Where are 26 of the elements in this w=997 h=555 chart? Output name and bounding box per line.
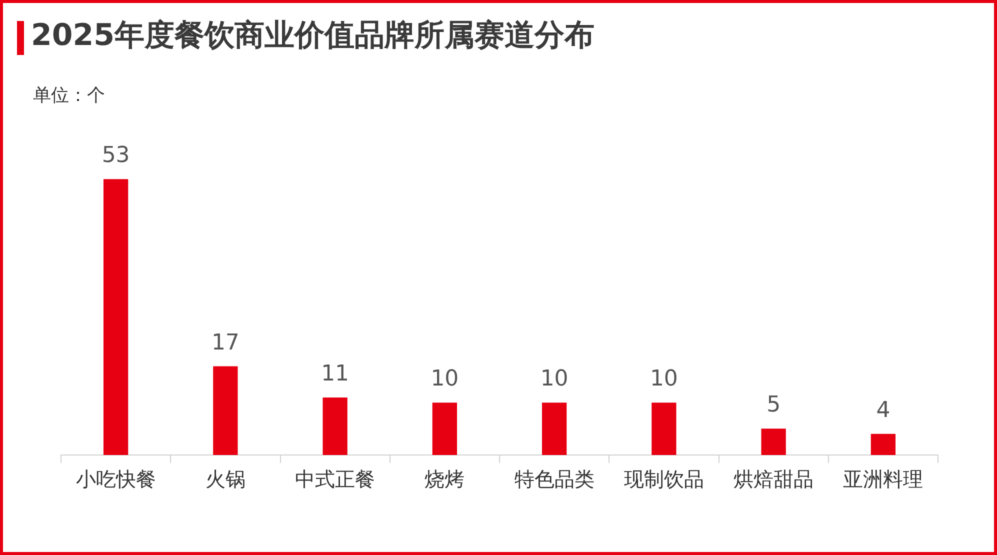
data-label: 17: [211, 330, 240, 356]
bar: [103, 179, 128, 455]
x-tick-label: 中式正餐: [295, 467, 376, 492]
x-tick-label: 火锅: [205, 467, 246, 492]
bar: [761, 428, 786, 455]
x-tick-label: 小吃快餐: [76, 467, 156, 492]
data-label: 10: [540, 366, 568, 392]
bar: [870, 434, 896, 455]
x-tick-label: 烧烤: [424, 467, 465, 492]
x-tick-label: 现制饮品: [624, 467, 704, 492]
data-label: 10: [650, 366, 678, 392]
text: 单位：个: [33, 84, 105, 107]
bar: [322, 397, 348, 455]
x-tick-label: 亚洲料理: [843, 467, 924, 492]
bar: [432, 402, 458, 455]
bar: [652, 402, 676, 455]
data-label: 5: [766, 392, 781, 418]
bar: [213, 366, 238, 455]
data-label: 11: [321, 362, 350, 387]
data-label: 53: [102, 143, 130, 168]
chart-title: 2025年度餐饮商业价值品牌所属赛道分布: [31, 17, 594, 55]
x-tick-label: 烘焙甜品: [734, 467, 814, 492]
bar: [542, 402, 567, 455]
data-label: 10: [430, 366, 459, 392]
x-tick-label: 特色品类: [514, 467, 594, 492]
data-label: 4: [876, 398, 890, 423]
